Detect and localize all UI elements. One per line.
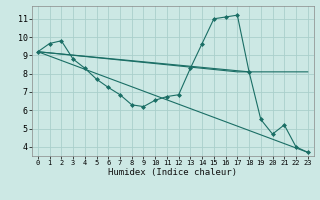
- X-axis label: Humidex (Indice chaleur): Humidex (Indice chaleur): [108, 168, 237, 177]
